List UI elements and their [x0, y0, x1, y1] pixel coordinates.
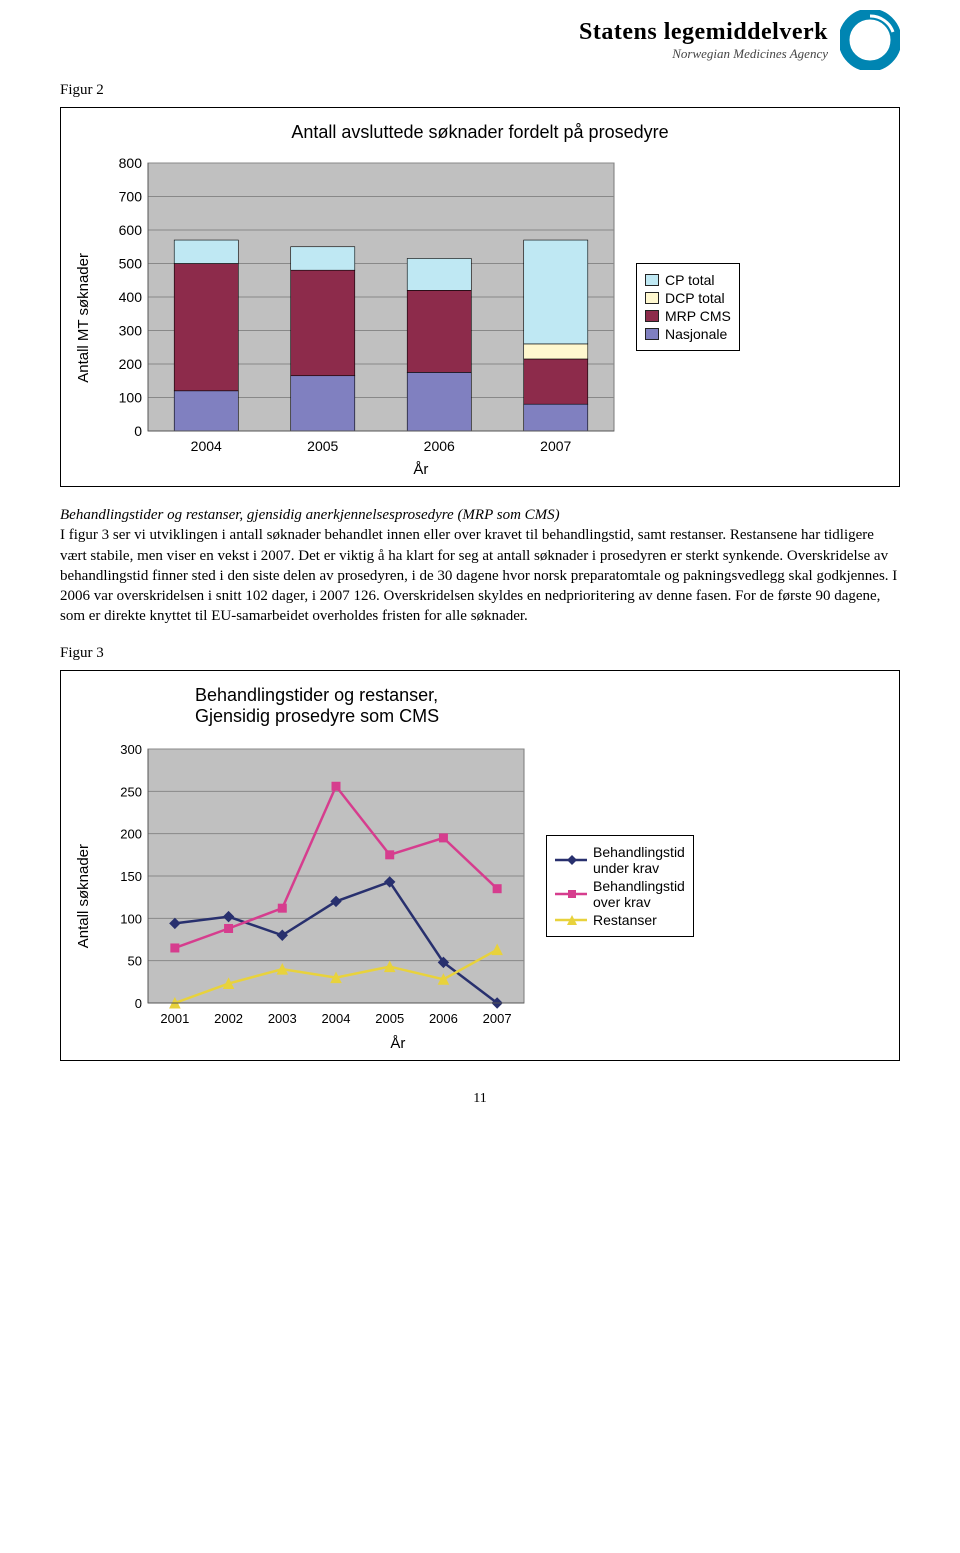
svg-text:100: 100	[119, 390, 143, 406]
svg-text:0: 0	[135, 996, 142, 1011]
svg-text:2003: 2003	[268, 1011, 297, 1026]
page-header: Statens legemiddelverk Norwegian Medicin…	[60, 10, 900, 70]
figure2-xlabel: År	[102, 461, 740, 478]
svg-text:2004: 2004	[322, 1011, 351, 1026]
svg-text:500: 500	[119, 256, 143, 272]
body-paragraph: Behandlingstider og restanser, gjensidig…	[60, 505, 900, 627]
svg-text:600: 600	[119, 222, 143, 238]
svg-text:2001: 2001	[160, 1011, 189, 1026]
svg-text:2005: 2005	[375, 1011, 404, 1026]
svg-text:300: 300	[119, 323, 143, 339]
page-number: 11	[60, 1091, 900, 1107]
figure3-ylabel: Antall søknader	[75, 844, 92, 948]
figure2-title: Antall avsluttede søknader fordelt på pr…	[75, 122, 885, 143]
header-text: Statens legemiddelverk Norwegian Medicin…	[579, 19, 828, 62]
figure3-label: Figur 3	[60, 645, 900, 662]
svg-text:2007: 2007	[540, 438, 571, 454]
figure3-title-l2: Gjensidig prosedyre som CMS	[195, 706, 885, 727]
svg-text:2006: 2006	[424, 438, 455, 454]
figure2-plot: 0 100 200 300 400 500 600 700 800 2004 2005 2006 200…	[102, 157, 622, 457]
svg-text:200: 200	[120, 826, 142, 841]
svg-text:2006: 2006	[429, 1011, 458, 1026]
agency-logo-icon	[840, 10, 900, 70]
svg-text:150: 150	[120, 869, 142, 884]
svg-text:200: 200	[119, 356, 143, 372]
svg-text:700: 700	[119, 189, 143, 205]
figure3-chart: Behandlingstider og restanser, Gjensidig…	[60, 670, 900, 1061]
svg-text:2004: 2004	[191, 438, 222, 454]
figure2-ylabel: Antall MT søknader	[75, 253, 92, 383]
svg-text:300: 300	[120, 742, 142, 757]
svg-text:2007: 2007	[483, 1011, 512, 1026]
svg-text:400: 400	[119, 289, 143, 305]
figure3-plot: 0 50 100 150 200 250 300 2001 2002 2003 2004 2005 20…	[102, 741, 532, 1031]
svg-text:2002: 2002	[214, 1011, 243, 1026]
svg-text:250: 250	[120, 784, 142, 799]
figure2-chart: Antall avsluttede søknader fordelt på pr…	[60, 107, 900, 487]
figure3-title: Behandlingstider og restanser, Gjensidig…	[75, 685, 885, 727]
svg-text:100: 100	[120, 911, 142, 926]
svg-text:800: 800	[119, 157, 143, 171]
header-title: Statens legemiddelverk	[579, 19, 828, 46]
figure3-legend: Behandlingstidunder kravBehandlingstidov…	[546, 835, 694, 937]
figure3-title-l1: Behandlingstider og restanser,	[195, 685, 885, 706]
svg-text:2005: 2005	[307, 438, 338, 454]
svg-text:0: 0	[134, 423, 142, 439]
svg-text:50: 50	[128, 953, 142, 968]
figure2-legend: CP totalDCP totalMRP CMSNasjonale	[636, 263, 740, 351]
figure3-xlabel: År	[102, 1035, 694, 1052]
figure2-label: Figur 2	[60, 82, 900, 99]
header-subtitle: Norwegian Medicines Agency	[579, 46, 828, 62]
